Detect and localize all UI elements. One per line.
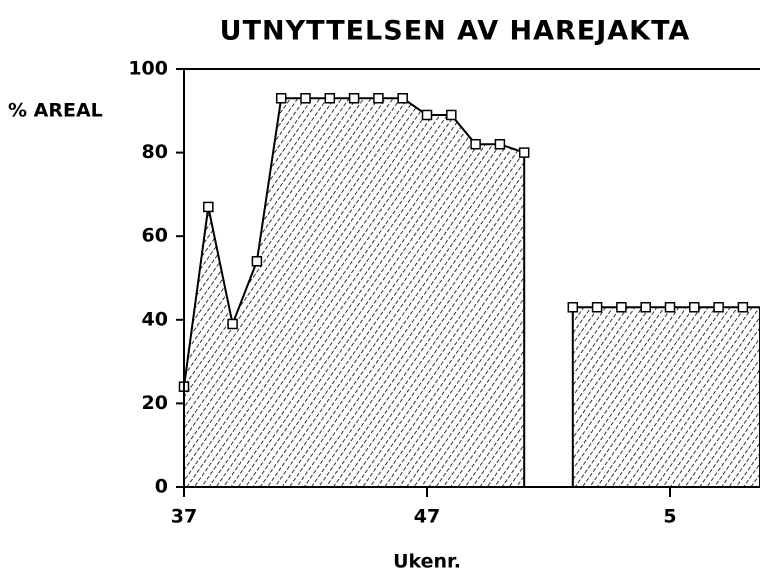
marker [300, 93, 311, 104]
marker [616, 302, 627, 313]
marker [518, 147, 530, 158]
marker [421, 109, 433, 121]
y-tick-label: 60 [142, 225, 168, 247]
y-tick-label: 100 [128, 58, 168, 80]
marker [275, 93, 287, 104]
marker [689, 302, 700, 313]
area [183, 97, 526, 488]
y-tick-label: 20 [142, 392, 168, 414]
marker [227, 318, 238, 330]
x-tick-label: 37 [171, 506, 197, 528]
marker [713, 302, 724, 313]
marker [251, 256, 263, 267]
x-tick-label: 5 [663, 506, 676, 528]
y-tick-label: 80 [142, 141, 168, 163]
marker [203, 201, 214, 213]
chart-title: UTNYTTELSEN AV HAREJAKTA [220, 16, 691, 47]
marker [348, 93, 360, 104]
marker [494, 138, 506, 150]
x-tick-label: 47 [414, 506, 440, 528]
x-axis-label: Ukenr. [393, 551, 461, 571]
area [571, 306, 760, 488]
marker [397, 93, 408, 104]
marker [446, 109, 457, 121]
y-tick-label: 0 [155, 476, 168, 498]
marker [470, 138, 481, 150]
y-axis-label: % AREAL [8, 100, 103, 122]
y-tick-label: 40 [142, 308, 168, 330]
marker [324, 93, 336, 104]
marker [664, 302, 676, 313]
marker [737, 302, 749, 313]
marker [640, 302, 651, 313]
marker [567, 302, 579, 313]
marker [591, 302, 603, 313]
marker [373, 93, 384, 104]
